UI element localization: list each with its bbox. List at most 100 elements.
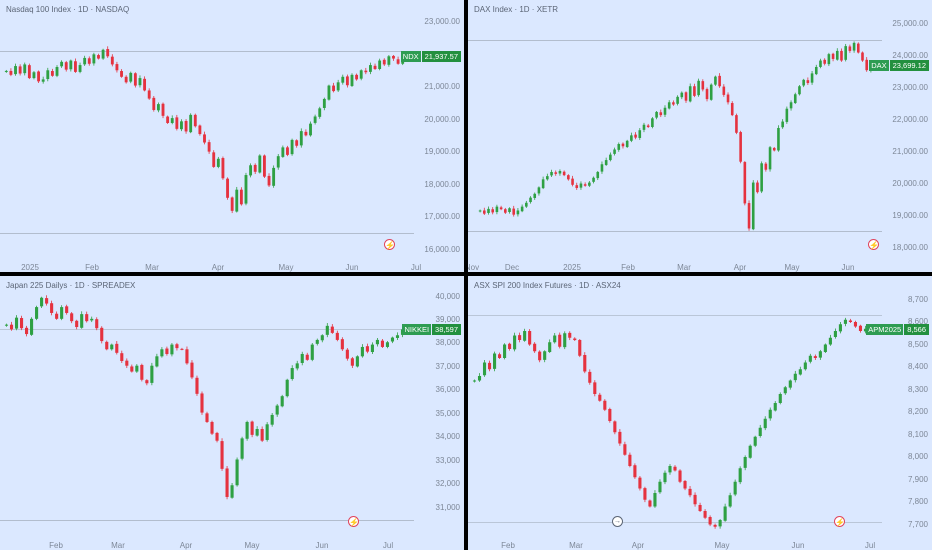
- candle-body: [105, 341, 109, 350]
- x-tick-label: Jun: [791, 541, 805, 550]
- y-tick-label: 23,000.00: [892, 82, 928, 92]
- candle-body: [613, 149, 616, 154]
- candle-body: [83, 57, 87, 65]
- candle-body: [487, 362, 492, 370]
- dax-chart-panel[interactable]: DAX Index · 1D · XETR 25,000.00 24,000.00…: [468, 0, 932, 272]
- candle-body: [40, 297, 44, 307]
- candle-body: [150, 365, 154, 383]
- candle-body: [604, 160, 608, 165]
- candle-body: [37, 71, 40, 82]
- candle-body: [633, 465, 637, 478]
- candle-body: [550, 171, 553, 176]
- candle-body: [843, 319, 847, 324]
- candle-body: [768, 409, 772, 419]
- y-tick-label: 8,100: [907, 429, 928, 439]
- event-arrow-icon[interactable]: →: [612, 516, 623, 527]
- candle-body: [135, 365, 139, 372]
- flash-icon[interactable]: ⚡: [868, 239, 879, 250]
- candle-body: [19, 318, 24, 329]
- candle-body: [9, 70, 13, 75]
- candle-body: [295, 140, 299, 146]
- candle-body: [659, 112, 663, 116]
- candle-body: [789, 102, 793, 109]
- candle-body: [106, 49, 110, 57]
- candle-body: [210, 421, 214, 434]
- candle-body: [322, 98, 326, 108]
- candle-body: [728, 495, 732, 507]
- candle-body: [55, 67, 59, 76]
- candle-body: [748, 445, 752, 458]
- candle-body: [125, 360, 129, 366]
- y-tick-label: 21,000.00: [892, 147, 928, 157]
- flash-icon[interactable]: ⚡: [348, 516, 359, 527]
- y-tick-label: 8,000: [907, 452, 928, 461]
- nasdaq-chart-panel[interactable]: Nasdaq 100 Index · 1D · NASDAQ 23,000.00…: [0, 0, 464, 272]
- candle-body: [235, 189, 239, 212]
- last-price-badge: NIKKEI 38,597: [402, 323, 461, 335]
- candle-body: [249, 165, 253, 176]
- x-tick-label: May: [244, 541, 260, 550]
- candle-body: [265, 424, 269, 440]
- asx-chart-panel[interactable]: ASX SPI 200 Index Futures · 1D · ASX24 8…: [468, 276, 932, 550]
- candle-body: [216, 158, 220, 167]
- candle-body: [546, 176, 549, 180]
- candle-body: [74, 61, 77, 72]
- last-price-value: 8,566: [904, 324, 929, 336]
- nikkei-plot: [0, 295, 414, 521]
- candle-body: [295, 363, 299, 369]
- y-tick-label: 18,000.00: [892, 243, 928, 253]
- candle-body: [156, 104, 160, 111]
- candle-body: [275, 405, 279, 415]
- x-tick-label: Jun: [315, 541, 329, 550]
- dax-plot: [468, 40, 882, 232]
- candle-body: [355, 356, 359, 367]
- candle-body: [798, 86, 801, 95]
- candle-body: [482, 362, 487, 376]
- chart-title: Nasdaq 100 Index · 1D · NASDAQ: [6, 5, 130, 14]
- candle-body: [392, 55, 395, 59]
- candle-body: [698, 505, 702, 511]
- candle-body: [124, 76, 128, 83]
- nikkei-chart-panel[interactable]: Japan 225 Dailys · 1D · SPREADEX 40,000 3…: [0, 276, 464, 550]
- flash-icon[interactable]: ⚡: [834, 516, 845, 527]
- candle-body: [330, 326, 334, 333]
- candle-body: [718, 520, 722, 527]
- candle-body: [508, 343, 512, 349]
- candle-body: [653, 493, 657, 507]
- flash-icon[interactable]: ⚡: [384, 239, 395, 250]
- candle-body: [756, 182, 759, 193]
- candle-body: [140, 364, 144, 380]
- candle-body: [808, 355, 812, 362]
- candle-body: [70, 313, 74, 322]
- candle-body: [478, 210, 482, 212]
- candle-body: [603, 400, 607, 410]
- candle-body: [573, 338, 577, 340]
- candle-body: [286, 147, 289, 155]
- candle-body: [568, 332, 572, 338]
- candle-body: [364, 70, 368, 73]
- candle-body: [472, 380, 477, 382]
- candle-body: [25, 327, 29, 335]
- candle-body: [753, 436, 757, 446]
- candle-body: [596, 171, 600, 179]
- candle-body: [493, 353, 497, 369]
- x-tick-label: Jun: [345, 263, 359, 272]
- candle-body: [600, 164, 604, 172]
- candle-body: [244, 175, 248, 204]
- candle-body: [276, 156, 280, 168]
- candle-body: [553, 335, 557, 343]
- candle-body: [638, 477, 642, 489]
- candle-body: [705, 89, 709, 100]
- candle-body: [663, 472, 667, 483]
- candle-body: [525, 202, 528, 207]
- candle-body: [634, 134, 637, 138]
- x-tick-label: Feb: [621, 263, 635, 272]
- candle-body: [253, 164, 257, 172]
- candle-body: [684, 92, 688, 101]
- nasdaq-plot: [0, 46, 414, 234]
- candle-body: [340, 339, 344, 350]
- candle-body: [378, 60, 382, 69]
- candle-body: [578, 340, 582, 356]
- candle-body: [853, 322, 858, 327]
- candle-body: [240, 438, 244, 459]
